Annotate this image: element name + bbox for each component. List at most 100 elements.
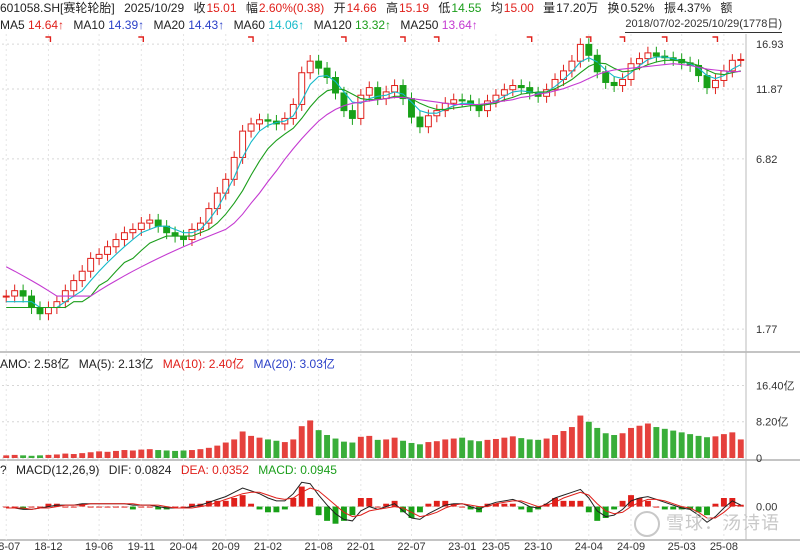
macd-bar bbox=[416, 506, 423, 513]
amo-bar bbox=[205, 447, 212, 458]
macd-bar bbox=[526, 506, 533, 513]
signal-marker bbox=[619, 36, 626, 42]
amo-bar bbox=[231, 439, 238, 458]
macd-bar bbox=[518, 506, 525, 510]
amo-bar bbox=[340, 441, 347, 458]
candle-body bbox=[230, 156, 238, 180]
amo-bar bbox=[87, 452, 94, 458]
amo-ma20: MA(20): 3.03亿 bbox=[253, 357, 335, 371]
volume-field: 量17.20万 bbox=[543, 1, 599, 15]
candle-body bbox=[146, 219, 154, 224]
dea-value: DEA: 0.0352 bbox=[180, 463, 249, 477]
amo-bar bbox=[239, 431, 246, 458]
macd-bar bbox=[720, 498, 727, 507]
low-field: 低14.55 bbox=[438, 1, 482, 15]
amo-bar bbox=[518, 438, 525, 458]
macd-bar bbox=[712, 503, 719, 507]
candle-body bbox=[644, 52, 652, 60]
macd-bar bbox=[214, 500, 221, 507]
stock-code: 601058.SH[赛轮轮胎] bbox=[0, 1, 115, 15]
amo-bar bbox=[560, 431, 567, 458]
turnover-field: 换0.52% bbox=[607, 1, 655, 15]
signal-marker bbox=[433, 36, 440, 42]
candle-body bbox=[458, 99, 466, 102]
axis-labels: 16.93 11.87 6.82 1.77 16.40亿 8.20亿 0 0.00 18-07 1… bbox=[0, 39, 795, 553]
amo-bar bbox=[416, 444, 423, 458]
macd-bar bbox=[231, 498, 238, 507]
amo-bar bbox=[332, 438, 339, 458]
candle-body bbox=[196, 222, 204, 230]
x-tick-label: 25-03 bbox=[668, 541, 696, 553]
amo-bar bbox=[256, 437, 263, 458]
candle-body bbox=[652, 52, 660, 57]
amo-bar bbox=[79, 453, 86, 458]
signal-marker bbox=[45, 36, 52, 42]
amo-bar bbox=[535, 439, 542, 458]
macd-bar bbox=[357, 498, 364, 507]
candle-body bbox=[256, 119, 263, 125]
macd-bar bbox=[45, 503, 52, 507]
price-tick-label: 11.87 bbox=[756, 84, 783, 96]
amo-bar bbox=[248, 435, 255, 458]
macd-tick-label: 0.00 bbox=[756, 502, 777, 514]
amo-bar bbox=[644, 423, 651, 458]
amo-bar bbox=[509, 436, 516, 458]
amo-bar bbox=[366, 435, 373, 458]
x-tick-label: 23-10 bbox=[524, 541, 552, 553]
macd-bar bbox=[273, 506, 280, 513]
date-range[interactable]: 2018/07/02-2025/10/29(1778日) bbox=[625, 17, 782, 33]
amo-bar bbox=[408, 442, 415, 458]
macd-bar bbox=[281, 506, 288, 510]
amo-bar bbox=[383, 439, 390, 458]
candle-body bbox=[44, 307, 52, 315]
candle-body bbox=[636, 58, 643, 65]
amo-bar bbox=[298, 426, 305, 458]
candle-body bbox=[610, 81, 618, 87]
amo-bar bbox=[704, 437, 710, 458]
macd-bar bbox=[104, 506, 111, 508]
high-field: 高15.19 bbox=[385, 1, 430, 15]
macd-bar bbox=[172, 506, 179, 508]
candle-body bbox=[517, 85, 525, 89]
macd-bar bbox=[3, 506, 10, 508]
macd-bar bbox=[349, 506, 356, 516]
macd-bar bbox=[492, 503, 499, 507]
x-tick-label: 20-09 bbox=[212, 541, 240, 553]
macd-bar bbox=[661, 506, 668, 510]
amo-bar bbox=[526, 439, 533, 458]
amo-bar bbox=[138, 449, 145, 458]
amo-bar bbox=[577, 415, 584, 458]
amo-bar bbox=[653, 427, 660, 458]
amo-bar bbox=[96, 451, 103, 458]
amo-bar bbox=[214, 445, 221, 458]
amo-bar bbox=[70, 454, 77, 458]
amo-bar bbox=[712, 436, 719, 458]
ma10-legend: MA10 14.39↑ bbox=[73, 18, 145, 32]
amo-bar bbox=[568, 427, 575, 458]
help-icon[interactable]: ? bbox=[0, 463, 7, 477]
candle-body bbox=[11, 290, 19, 297]
amo-bar bbox=[729, 432, 736, 458]
macd-bar bbox=[332, 506, 339, 524]
amo-bar bbox=[273, 440, 280, 458]
macd-bar bbox=[653, 506, 660, 508]
macd-bar bbox=[611, 506, 618, 510]
price-tick-label: 1.77 bbox=[756, 324, 777, 336]
signal-marker bbox=[526, 36, 533, 42]
macd-bar bbox=[248, 503, 255, 507]
macd-bar bbox=[298, 486, 305, 507]
amo-bar bbox=[374, 439, 381, 458]
candle-body bbox=[2, 295, 10, 298]
amo-bar bbox=[62, 453, 69, 458]
amo-bar bbox=[155, 450, 162, 458]
candle-body bbox=[391, 85, 399, 93]
amo-bar bbox=[442, 439, 449, 458]
candle-body bbox=[711, 79, 719, 89]
amo-bar bbox=[315, 430, 322, 458]
amo-bar bbox=[585, 421, 592, 458]
candle-body bbox=[619, 78, 627, 87]
amo-bar bbox=[163, 450, 170, 458]
ma60-line bbox=[6, 56, 742, 309]
amo-bar bbox=[37, 455, 43, 458]
